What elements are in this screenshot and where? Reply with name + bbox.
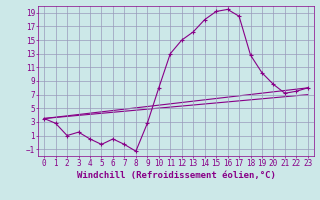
X-axis label: Windchill (Refroidissement éolien,°C): Windchill (Refroidissement éolien,°C) — [76, 171, 276, 180]
